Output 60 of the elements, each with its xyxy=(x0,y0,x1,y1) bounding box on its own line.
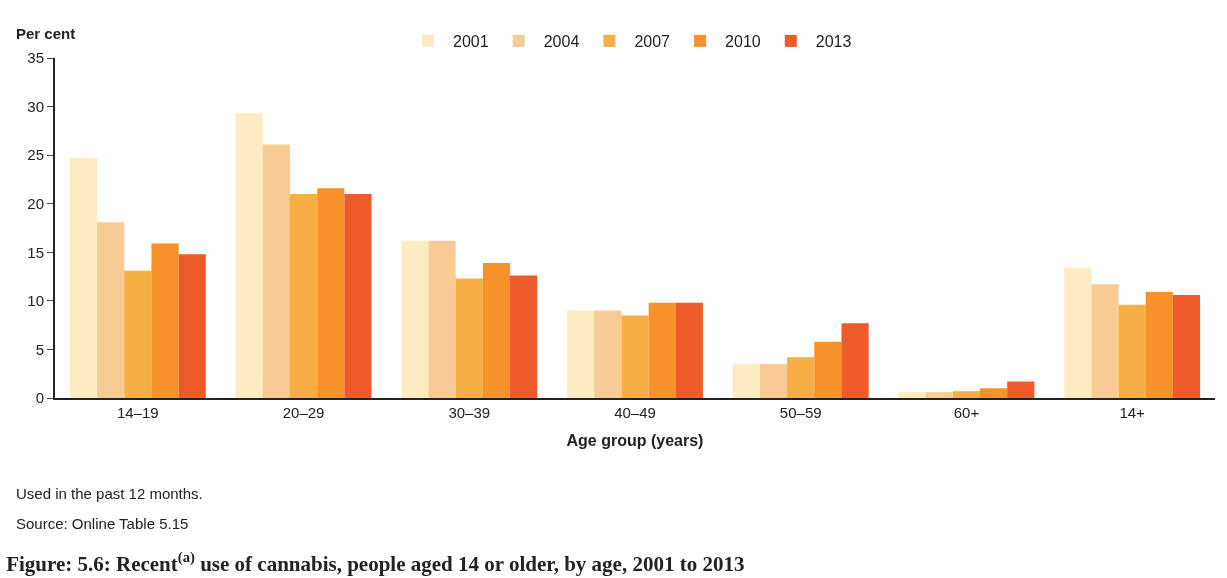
bar xyxy=(1007,381,1035,398)
y-tick-label: 25 xyxy=(27,146,44,164)
y-tick-label: 15 xyxy=(27,243,44,261)
bar xyxy=(428,240,456,398)
text: Figure: 5.6: Recent$^{(a)}$ use of cannabis, people aged 14 or older, by age, 2001 to 2013 xyxy=(6,549,745,577)
bar xyxy=(648,302,676,398)
x-tick-label: 40–49 xyxy=(614,404,656,421)
legend-label: 2004 xyxy=(543,33,580,51)
bar xyxy=(1064,267,1092,398)
bar xyxy=(732,364,760,398)
text: Used in the past 12 months. xyxy=(16,485,203,502)
bar xyxy=(980,388,1008,398)
x-tick-label: 50–59 xyxy=(779,404,822,421)
bar xyxy=(925,392,953,398)
x-tick-label: 60+ xyxy=(953,404,980,421)
bar xyxy=(759,364,788,398)
bar xyxy=(289,194,318,398)
bar xyxy=(69,158,98,398)
bar xyxy=(1172,295,1201,398)
x-tick-label: 20–29 xyxy=(282,404,325,421)
bar xyxy=(1118,304,1146,398)
bar xyxy=(1145,292,1173,398)
bar xyxy=(482,262,511,398)
bar xyxy=(621,315,649,398)
bar xyxy=(952,391,981,398)
legend-label: 2007 xyxy=(634,33,671,51)
bar xyxy=(898,392,926,398)
bar xyxy=(841,323,869,398)
bar xyxy=(178,254,206,398)
bar xyxy=(455,278,483,398)
bar xyxy=(151,243,179,398)
x-tick-label: 30–39 xyxy=(448,404,491,421)
y-tick-label: 5 xyxy=(35,340,44,358)
bar xyxy=(235,113,263,398)
bar xyxy=(675,302,703,398)
y-tick-label: 10 xyxy=(27,292,44,310)
y-axis-title: Per cent xyxy=(16,25,76,42)
bar xyxy=(814,341,842,398)
x-tick-label: 14+ xyxy=(1119,404,1146,421)
legend-label: 2010 xyxy=(725,33,761,51)
bar xyxy=(344,194,372,398)
y-tick-label: 30 xyxy=(27,97,44,115)
x-axis-title: Age group (years) xyxy=(566,432,704,450)
bar xyxy=(97,222,125,398)
bar xyxy=(1091,284,1119,398)
source-note: Source: Online Table 5.15 xyxy=(16,515,189,532)
bar xyxy=(594,310,622,398)
bar xyxy=(317,188,345,398)
legend-label: 2013 xyxy=(815,33,852,51)
bar xyxy=(567,310,595,398)
bar xyxy=(124,270,152,398)
y-tick-label: 20 xyxy=(27,194,44,212)
bar xyxy=(262,144,290,398)
bar xyxy=(787,357,815,398)
bar xyxy=(510,275,538,398)
legend-label: 2001 xyxy=(453,33,489,51)
y-tick-label: 35 xyxy=(27,49,44,67)
x-tick-label: 14–19 xyxy=(117,404,159,421)
bar xyxy=(401,240,429,398)
y-tick-label: 0 xyxy=(35,389,44,407)
